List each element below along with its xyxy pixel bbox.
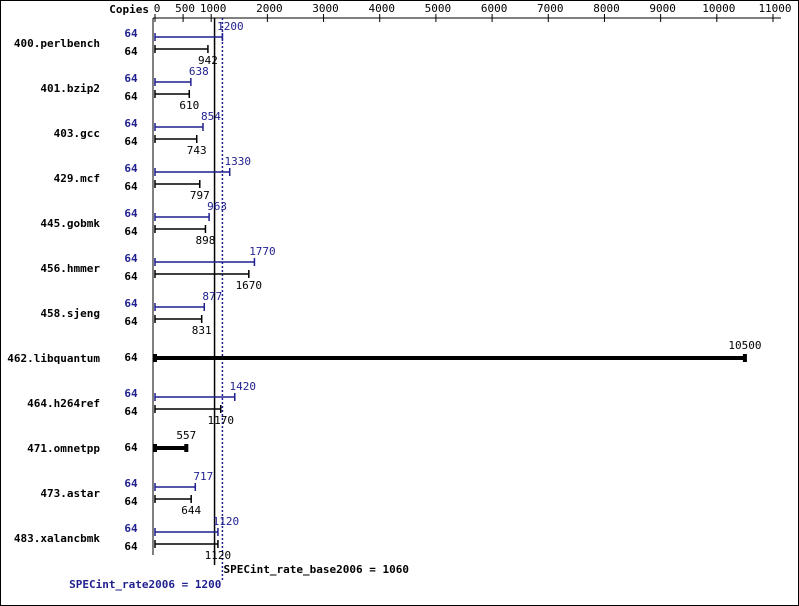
category-label: 464.h264ref — [27, 397, 100, 410]
copies-label: 64 — [124, 135, 138, 148]
category-label: 473.astar — [40, 487, 100, 500]
value-label: 942 — [198, 54, 218, 67]
bar — [154, 135, 198, 143]
value-label: 10500 — [728, 339, 761, 352]
bar — [154, 528, 219, 536]
x-tick-label: 0 — [154, 2, 161, 15]
copies-label: 64 — [124, 441, 138, 454]
value-label: 610 — [179, 99, 199, 112]
copies-label: 64 — [124, 27, 138, 40]
value-label: 797 — [190, 189, 210, 202]
copies-label: 64 — [124, 207, 138, 220]
value-label: 638 — [189, 65, 209, 78]
x-tick-label: 11000 — [758, 2, 791, 15]
value-label: 1330 — [224, 155, 251, 168]
category-label: 458.sjeng — [40, 307, 100, 320]
copies-label: 64 — [124, 225, 138, 238]
bar — [154, 90, 191, 98]
value-label: 1120 — [205, 549, 232, 562]
bar — [154, 540, 219, 548]
value-label: 963 — [207, 200, 227, 213]
value-label: 644 — [181, 504, 201, 517]
x-tick-label: 3000 — [312, 2, 339, 15]
copies-label: 64 — [124, 270, 138, 283]
x-tick-label: 1000 — [200, 2, 227, 15]
category-label: 403.gcc — [54, 127, 100, 140]
bar — [153, 354, 747, 362]
value-label: 898 — [196, 234, 216, 247]
value-label: 743 — [187, 144, 207, 157]
value-label: 1420 — [230, 380, 257, 393]
value-label: 831 — [192, 324, 212, 337]
bar — [154, 483, 197, 491]
reference-label: SPECint_rate_base2006 = 1060 — [224, 563, 409, 576]
bar — [154, 495, 192, 503]
copies-label: 64 — [124, 180, 138, 193]
value-label: 1770 — [249, 245, 276, 258]
copies-label: 64 — [124, 252, 138, 265]
x-tick-label: 8000 — [593, 2, 620, 15]
value-label: 1120 — [213, 515, 240, 528]
value-label: 854 — [201, 110, 221, 123]
bar — [154, 168, 231, 176]
copies-label: 64 — [124, 351, 138, 364]
x-tick-label: 2000 — [256, 2, 283, 15]
bar — [154, 405, 222, 413]
value-label: 717 — [193, 470, 213, 483]
bar — [154, 270, 250, 278]
value-label: 877 — [202, 290, 222, 303]
copies-label: 64 — [124, 495, 138, 508]
category-label: 471.omnetpp — [27, 442, 100, 455]
bar — [154, 123, 204, 131]
copies-label: 64 — [124, 522, 138, 535]
category-label: 401.bzip2 — [40, 82, 100, 95]
copies-label: 64 — [124, 477, 138, 490]
copies-label: 64 — [124, 315, 138, 328]
bar — [154, 303, 206, 311]
bar — [154, 78, 192, 86]
x-tick-label: 9000 — [649, 2, 676, 15]
copies-label: 64 — [124, 162, 138, 175]
bar — [154, 45, 209, 53]
bar — [154, 258, 256, 266]
bar — [154, 225, 207, 233]
x-axis-label: Copies — [109, 3, 149, 16]
x-tick-label: 500 — [175, 2, 195, 15]
bar — [154, 213, 210, 221]
copies-label: 64 — [124, 72, 138, 85]
category-label: 445.gobmk — [40, 217, 100, 230]
category-label: 456.hmmer — [40, 262, 100, 275]
copies-label: 64 — [124, 405, 138, 418]
x-tick-label: 4000 — [368, 2, 395, 15]
value-label: 1670 — [236, 279, 263, 292]
value-label: 1170 — [207, 414, 234, 427]
category-label: 462.libquantum — [7, 352, 100, 365]
bar — [154, 180, 201, 188]
copies-label: 64 — [124, 540, 138, 553]
copies-label: 64 — [124, 117, 138, 130]
x-tick-label: 6000 — [481, 2, 508, 15]
value-label: 1200 — [217, 20, 244, 33]
copies-label: 64 — [124, 297, 138, 310]
bar — [153, 444, 189, 452]
value-label: 557 — [176, 429, 196, 442]
bar — [154, 33, 224, 41]
x-tick-label: 5000 — [425, 2, 452, 15]
copies-label: 64 — [124, 45, 138, 58]
category-label: 400.perlbench — [14, 37, 100, 50]
x-tick-label: 7000 — [537, 2, 564, 15]
category-label: 483.xalancbmk — [14, 532, 100, 545]
category-label: 429.mcf — [54, 172, 100, 185]
bar — [154, 393, 236, 401]
bar — [154, 315, 203, 323]
copies-label: 64 — [124, 387, 138, 400]
reference-label: SPECint_rate2006 = 1200 — [69, 578, 221, 591]
x-tick-label: 10000 — [702, 2, 735, 15]
copies-label: 64 — [124, 90, 138, 103]
